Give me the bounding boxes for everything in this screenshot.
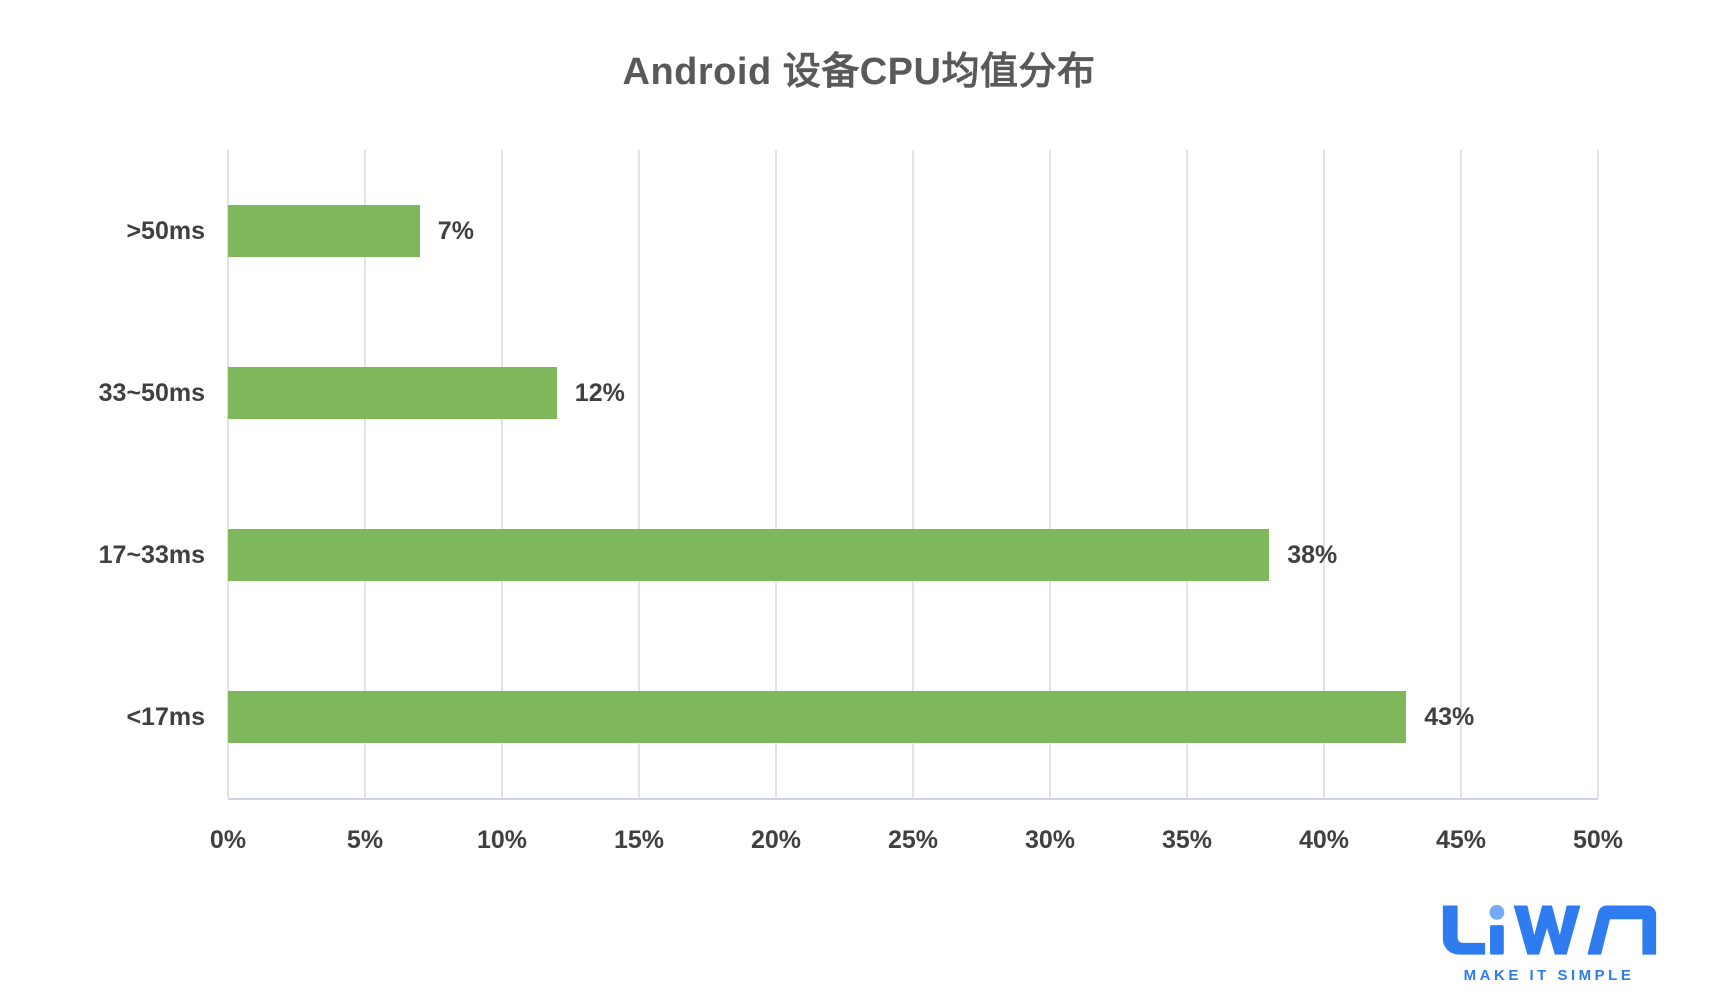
bar-row: >50ms 7% xyxy=(126,150,1598,312)
x-tick-label: 10% xyxy=(476,826,528,854)
bar xyxy=(228,367,557,419)
category-label: 17~33ms xyxy=(98,540,205,569)
gridline xyxy=(1597,150,1599,798)
x-tick-label: 30% xyxy=(1024,826,1076,854)
value-label: 38% xyxy=(1287,540,1338,569)
x-tick-label: 15% xyxy=(613,826,665,854)
x-tick-label: 5% xyxy=(346,826,384,854)
x-tick-label: 45% xyxy=(1435,826,1487,854)
value-label: 12% xyxy=(574,378,625,407)
x-tick-label: 0% xyxy=(209,826,247,854)
bar xyxy=(228,691,1407,743)
gridline xyxy=(912,150,914,798)
chart-title: Android 设备CPU均值分布 xyxy=(622,51,1096,93)
plot-area: >50ms 7% 33~50ms 12% 17~33ms 38% <17ms 43% 0% 5%… xyxy=(99,150,1623,854)
gridline xyxy=(638,150,640,798)
category-label: 33~50ms xyxy=(98,378,205,407)
bar xyxy=(228,205,420,257)
category-label: <17ms xyxy=(126,702,205,731)
logo-tagline: MAKE IT SIMPLE xyxy=(1463,967,1635,984)
category-label: >50ms xyxy=(126,216,205,245)
gridline xyxy=(364,150,366,798)
x-tick-label: 20% xyxy=(750,826,802,854)
gridline xyxy=(227,150,229,798)
gridline xyxy=(1323,150,1325,798)
gridline xyxy=(1049,150,1051,798)
x-tick-label: 40% xyxy=(1298,826,1350,854)
bar-row: 17~33ms 38% xyxy=(99,474,1598,636)
value-label: 7% xyxy=(437,216,474,245)
gridline xyxy=(1186,150,1188,798)
gridline xyxy=(1460,150,1462,798)
bar-row: <17ms 43% xyxy=(126,636,1598,798)
gridline xyxy=(775,150,777,798)
x-tick-label: 25% xyxy=(887,826,939,854)
brand-logo: MAKE IT SIMPLE xyxy=(1430,903,1668,984)
liwa-logo-icon xyxy=(1442,904,1657,955)
bars: >50ms 7% 33~50ms 12% 17~33ms 38% <17ms 43% xyxy=(99,150,1598,798)
x-tick-label: 50% xyxy=(1572,826,1624,854)
value-label: 43% xyxy=(1424,702,1475,731)
gridline xyxy=(501,150,503,798)
bar-row: 33~50ms 12% xyxy=(99,312,1598,474)
bar xyxy=(228,529,1270,581)
x-tick-label: 35% xyxy=(1161,826,1213,854)
x-axis-ticks: 0% 5% 10% 15% 20% 25% 30% 35% 40% 45% 50% xyxy=(210,798,1623,858)
